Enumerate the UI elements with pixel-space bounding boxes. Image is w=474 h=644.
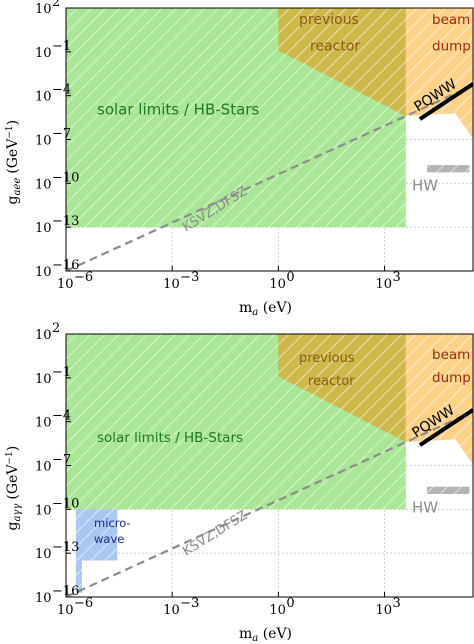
- y-tick-exponent: −7: [52, 127, 71, 142]
- x-tick-exponent: 3: [393, 270, 401, 285]
- x-tick-label: 10: [376, 603, 393, 618]
- x-tick-label: 10: [269, 277, 286, 292]
- x-tick-label: 10: [163, 277, 180, 292]
- y-tick-label: 10: [35, 460, 52, 475]
- label-reactor-1: previous: [299, 12, 359, 28]
- y-tick-exponent: −16: [52, 584, 79, 599]
- y-tick-label: 10: [35, 591, 52, 606]
- hw-band: [426, 165, 470, 173]
- y-tick-label: 10: [35, 328, 52, 343]
- y-tick-exponent: −1: [52, 39, 71, 54]
- label-hw: HW: [412, 498, 438, 516]
- x-axis-label: ma (eV): [239, 626, 292, 644]
- y-tick-label: 10: [35, 265, 52, 280]
- region-reactor-light-hatch: [405, 334, 473, 465]
- y-tick-exponent: 2: [52, 321, 60, 336]
- y-tick-exponent: −10: [52, 496, 79, 511]
- y-tick-exponent: −13: [52, 214, 79, 229]
- label-beam-1: beam: [432, 347, 470, 363]
- y-tick-label: 10: [35, 90, 52, 105]
- x-tick-label: 10: [57, 603, 74, 618]
- plot-area: [66, 8, 473, 271]
- label-reactor-2: reactor: [310, 38, 360, 54]
- x-tick-label: 10: [57, 277, 74, 292]
- x-tick-exponent: 3: [393, 596, 401, 611]
- label-beam-2: dump: [432, 38, 471, 54]
- region-microwave-hatch: [75, 509, 118, 593]
- label-solar-hb: solar limits / HB-Stars: [97, 101, 259, 119]
- y-tick-exponent: −1: [52, 365, 71, 380]
- y-tick-exponent: −7: [52, 453, 71, 468]
- x-tick-label: 10: [376, 277, 393, 292]
- label-beam-2: dump: [432, 370, 471, 386]
- label-reactor-1: previous: [299, 351, 355, 366]
- y-tick-exponent: −10: [52, 170, 79, 185]
- pqww-line: [418, 408, 473, 447]
- label-reactor-2: reactor: [308, 374, 355, 389]
- y-tick-exponent: 2: [52, 0, 60, 10]
- y-tick-label: 10: [35, 547, 52, 562]
- x-axis-label: ma (eV): [239, 300, 292, 318]
- region-reactor-light-hatch: [405, 8, 473, 139]
- hw-band-hatch: [426, 486, 470, 494]
- y-tick-label: 10: [35, 372, 52, 387]
- hw-band: [426, 486, 470, 494]
- region-previous-reactor-hatch: [278, 8, 406, 117]
- label-microwave-1: micro-: [94, 516, 131, 530]
- y-tick-exponent: −4: [52, 409, 71, 424]
- x-tick-exponent: 0: [286, 596, 294, 611]
- y-tick-label: 10: [35, 46, 52, 61]
- y-tick-label: 10: [35, 134, 52, 149]
- x-tick-exponent: −3: [180, 596, 199, 611]
- y-tick-label: 10: [35, 503, 52, 518]
- x-tick-exponent: −6: [74, 596, 93, 611]
- x-tick-exponent: −3: [180, 270, 199, 285]
- bottom-panel: solar limits / HB-Stars previous reactor be…: [5, 321, 474, 644]
- x-tick-label: 10: [269, 603, 286, 618]
- x-tick-exponent: 0: [286, 270, 294, 285]
- label-solar-hb: solar limits / HB-Stars: [97, 430, 243, 446]
- y-tick-exponent: −16: [52, 258, 79, 273]
- y-tick-label: 10: [35, 177, 52, 192]
- y-tick-label: 10: [35, 416, 52, 431]
- plot-area: [66, 334, 473, 597]
- ksvz-dfsz-line: [66, 84, 473, 271]
- label-beam-1: beam: [432, 12, 470, 28]
- x-tick-label: 10: [163, 603, 180, 618]
- ksvz-dfsz-line: [66, 410, 473, 597]
- label-hw: HW: [412, 177, 438, 195]
- x-tick-exponent: −6: [74, 270, 93, 285]
- region-previous-reactor-hatch: [278, 334, 406, 443]
- y-tick-label: 10: [35, 221, 52, 236]
- pqww-line: [418, 82, 473, 121]
- top-panel: solar limits / HB-Stars previous reactor be…: [5, 0, 474, 318]
- y-axis-label: gaγγ(GeV−1): [5, 446, 23, 531]
- label-microwave-2: wave: [94, 532, 124, 546]
- y-axis-label: gaee(GeV−1): [5, 120, 23, 205]
- y-tick-label: 10: [35, 2, 52, 17]
- y-tick-exponent: −13: [52, 540, 79, 555]
- label-ksvz: KSVZ,DFSZ: [180, 508, 250, 560]
- y-tick-exponent: −4: [52, 83, 71, 98]
- hw-band-hatch: [426, 165, 470, 173]
